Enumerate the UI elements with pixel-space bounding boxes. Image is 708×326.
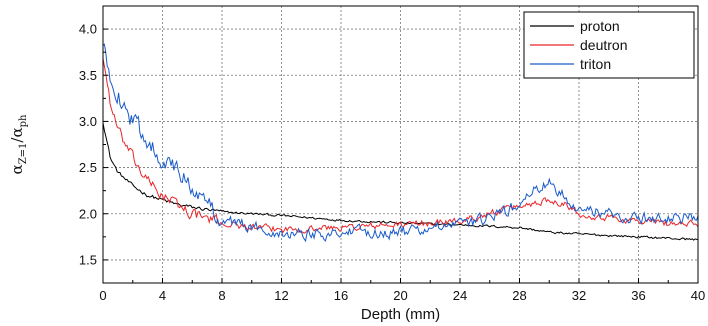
x-tick-label: 20 <box>393 288 407 303</box>
y-tick-label: 1.5 <box>79 252 97 267</box>
series-group <box>102 43 699 243</box>
x-tick-label: 16 <box>334 288 348 303</box>
x-tick-label: 8 <box>218 288 225 303</box>
y-axis-symbol-num: α <box>8 164 26 174</box>
y-axis-symbol-den: α <box>8 127 26 137</box>
y-axis-title: αZ=1/αph <box>8 114 29 174</box>
ticks: 0 4 8 12 16 20 24 28 32 36 40 1.5 2.0 2.5 3.0 3.5 4.0 <box>79 22 705 303</box>
series-line-triton <box>102 43 699 243</box>
x-tick-label: 4 <box>159 288 166 303</box>
x-tick-label: 0 <box>99 288 106 303</box>
x-tick-label: 36 <box>631 288 645 303</box>
legend-label-triton: triton <box>580 56 611 72</box>
x-tick-label: 40 <box>691 288 705 303</box>
y-tick-label: 3.5 <box>79 68 97 83</box>
x-tick-label: 24 <box>453 288 467 303</box>
legend-label-proton: proton <box>580 18 620 34</box>
y-axis-slash: / <box>8 137 26 143</box>
x-tick-label: 28 <box>512 288 526 303</box>
x-tick-label: 12 <box>274 288 288 303</box>
y-tick-label: 2.5 <box>79 160 97 175</box>
x-axis-title: Depth (mm) <box>361 306 440 323</box>
legend-label-deutron: deutron <box>580 37 627 53</box>
y-tick-label: 4.0 <box>79 22 97 37</box>
y-axis-sub-den: ph <box>18 114 29 127</box>
y-tick-label: 2.0 <box>79 206 97 221</box>
grid <box>103 6 698 283</box>
x-tick-label: 32 <box>572 288 586 303</box>
y-axis-sub-num: Z=1 <box>18 143 29 165</box>
legend: proton deutron triton <box>523 11 695 79</box>
y-tick-label: 3.0 <box>79 114 97 129</box>
